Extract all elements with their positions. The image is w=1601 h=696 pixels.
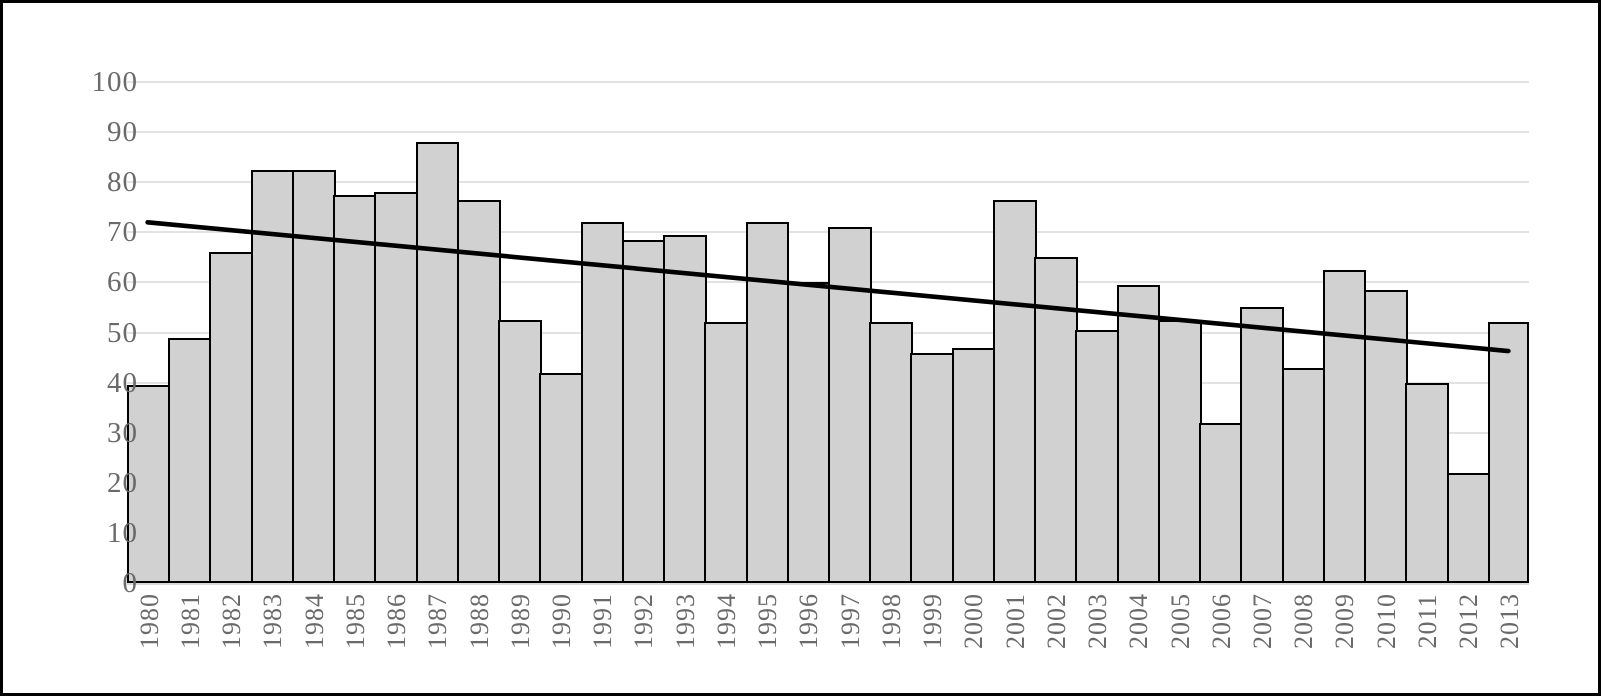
bar-1990 — [539, 372, 583, 583]
bar-1985 — [333, 194, 377, 583]
bar-2012 — [1446, 472, 1491, 583]
bar-1981 — [168, 337, 212, 583]
y-tick-label-30: 30 — [107, 416, 138, 449]
bars-layer — [127, 82, 1529, 583]
y-tick-label-0: 0 — [122, 567, 138, 599]
bar-2002 — [1034, 257, 1078, 583]
y-tick-label-50: 50 — [107, 316, 138, 349]
bar-1995 — [745, 222, 790, 583]
gridline-100 — [127, 81, 1529, 83]
x-tick-label-1999: 1999 — [918, 593, 948, 649]
x-tick-label-2008: 2008 — [1289, 593, 1319, 649]
x-tick-label-1990: 1990 — [546, 593, 576, 649]
bar-1988 — [456, 199, 501, 583]
x-tick-label-2000: 2000 — [959, 593, 989, 649]
x-tick-label-1995: 1995 — [753, 593, 783, 649]
bar-2010 — [1364, 289, 1408, 583]
plot-area — [127, 81, 1529, 585]
bar-2006 — [1199, 422, 1243, 583]
bar-1996 — [786, 282, 831, 583]
bar-1997 — [828, 227, 872, 583]
x-tick-label-1983: 1983 — [258, 593, 288, 649]
y-tick-label-60: 60 — [107, 266, 138, 299]
bar-1982 — [209, 252, 254, 583]
bar-2004 — [1116, 284, 1161, 583]
x-tick-label-2011: 2011 — [1412, 593, 1442, 649]
bar-2007 — [1240, 307, 1284, 583]
x-tick-label-1984: 1984 — [299, 593, 329, 649]
bar-2000 — [951, 347, 996, 583]
bar-1989 — [498, 319, 542, 583]
x-tick-label-2001: 2001 — [1000, 593, 1030, 649]
bar-1991 — [580, 222, 625, 583]
bar-1992 — [621, 239, 666, 583]
bar-2013 — [1487, 322, 1529, 583]
bar-2001 — [992, 199, 1037, 583]
bar-1998 — [869, 322, 913, 583]
x-tick-label-1982: 1982 — [217, 593, 247, 649]
bar-2011 — [1405, 382, 1449, 583]
bar-1987 — [415, 142, 460, 583]
bar-2005 — [1157, 319, 1202, 583]
bar-1984 — [291, 169, 336, 583]
x-tick-label-1996: 1996 — [794, 593, 824, 649]
x-tick-label-2002: 2002 — [1041, 593, 1071, 649]
x-tick-label-1993: 1993 — [670, 593, 700, 649]
bar-1986 — [374, 192, 419, 583]
bar-1993 — [663, 234, 707, 583]
x-tick-label-2005: 2005 — [1165, 593, 1195, 649]
x-tick-label-1997: 1997 — [835, 593, 865, 649]
x-tick-label-1989: 1989 — [505, 593, 535, 649]
x-tick-label-2006: 2006 — [1206, 593, 1236, 649]
bar-1999 — [910, 352, 955, 583]
x-tick-label-1985: 1985 — [340, 593, 370, 649]
bar-2008 — [1281, 367, 1326, 583]
x-tick-label-1988: 1988 — [464, 593, 494, 649]
bar-1994 — [704, 322, 748, 583]
x-tick-label-2013: 2013 — [1495, 593, 1525, 649]
y-tick-label-80: 80 — [107, 166, 138, 199]
x-tick-label-1981: 1981 — [175, 593, 205, 649]
y-tick-label-10: 10 — [107, 516, 138, 549]
x-tick-label-1991: 1991 — [588, 593, 618, 649]
x-tick-label-1994: 1994 — [711, 593, 741, 649]
y-tick-label-40: 40 — [107, 366, 138, 399]
y-tick-label-70: 70 — [107, 216, 138, 249]
bar-2003 — [1075, 330, 1120, 583]
x-tick-label-2004: 2004 — [1124, 593, 1154, 649]
x-tick-label-1986: 1986 — [382, 593, 412, 649]
x-tick-label-2012: 2012 — [1454, 593, 1484, 649]
x-tick-label-2007: 2007 — [1247, 593, 1277, 649]
y-tick-label-100: 100 — [91, 66, 138, 98]
x-tick-label-2009: 2009 — [1330, 593, 1360, 649]
gridline-90 — [127, 131, 1529, 134]
x-tick-label-1987: 1987 — [423, 593, 453, 649]
bar-1983 — [250, 169, 295, 583]
x-tick-label-1992: 1992 — [629, 593, 659, 649]
x-tick-label-1980: 1980 — [134, 593, 164, 649]
y-tick-label-20: 20 — [107, 466, 138, 499]
y-tick-label-90: 90 — [107, 116, 138, 149]
gridline-80 — [127, 181, 1529, 184]
x-tick-label-2003: 2003 — [1083, 593, 1113, 649]
bar-2009 — [1322, 269, 1367, 583]
x-tick-label-1998: 1998 — [876, 593, 906, 649]
x-tick-label-2010: 2010 — [1371, 593, 1401, 649]
